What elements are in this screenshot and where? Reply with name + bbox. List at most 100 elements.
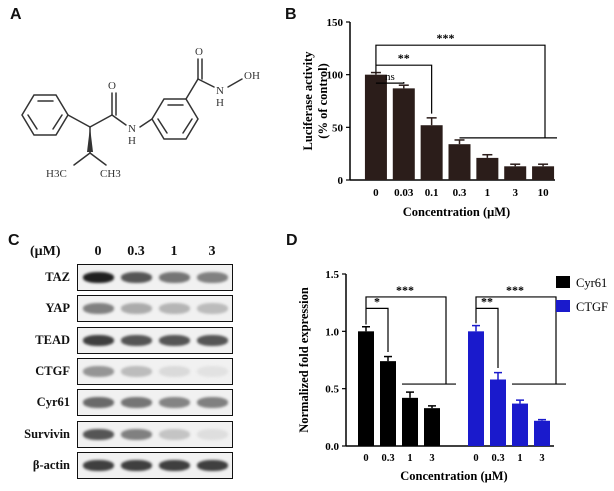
x-tick-label: 0 [473,453,478,464]
blot-band [121,397,152,409]
bar [358,331,374,446]
x-axis-label: Concentration (μM) [400,469,507,483]
chemical-structure: O N H O N H OH H3C CH3 [21,46,260,180]
blot-row-label: TAZ [45,270,70,284]
blot-concentration: 1 [170,244,178,259]
blot-band [83,303,114,315]
blot-band [121,459,152,471]
bracket [366,307,389,352]
blot-row-label: TEAD [35,332,70,347]
blot-band [159,334,190,346]
x-tick-label: 10 [538,187,550,199]
blot-row-label: YAP [45,301,70,316]
atom-oh: OH [244,70,260,82]
blot-band [159,365,190,377]
blot-band [159,428,190,440]
blot-strip [77,389,233,417]
y-tick-label: 100 [327,70,344,82]
blot-concentration: 0.3 [127,244,145,259]
x-tick-label: 0 [363,453,368,464]
blot-row-label: Cyr61 [36,395,70,410]
x-tick-label: 1 [407,453,412,464]
blot-band [83,365,114,377]
blot-band [159,272,190,283]
blot-strip [77,295,233,323]
annotation-double-star: ** [398,51,410,65]
legend-label: Cyr61 [576,276,607,290]
atom-o-left: O [108,80,116,92]
bar [402,397,418,446]
bracket [476,307,499,369]
annotation-triple-star: *** [436,31,454,45]
blot-band [121,365,152,377]
wedge-bond [87,127,93,152]
x-tick-label: 0.3 [491,453,504,464]
y-axis-label-line2: (% of control) [316,63,330,138]
blot-strip [77,451,233,479]
annotation-label: *** [396,283,414,297]
blot-concentration: 3 [208,244,216,259]
expression-bar-chart: 0.00.51.01.50 0.3 1 3 0 0.3 1 3*********Concent… [297,269,608,483]
blot-band [83,397,114,409]
x-tick-label: 0.3 [381,453,394,464]
bar [504,166,527,180]
blot-band [197,334,228,346]
bar [392,88,415,180]
blot-band [83,272,114,283]
atom-n-hydroxamic: N [216,85,224,97]
blot-strip [77,357,233,385]
bar [424,408,440,446]
y-tick-label: 50 [332,122,344,134]
legend-swatch [556,300,570,312]
legend-label: CTGF [576,300,608,314]
blot-band [197,428,228,440]
luciferase-bar-chart: 0 50 100 150 0 0.03 0.1 0.3 1 3 10 Concentration (μ… [301,17,557,219]
x-tick-label: 3 [512,187,518,199]
y-tick-label: 1.5 [325,269,339,281]
bar [534,420,550,446]
panel-letter-a: A [10,6,22,23]
blot-row-label: β-actin [32,457,70,472]
atom-o-right: O [195,46,203,58]
blot-row-label: Survivin [24,426,70,441]
x-tick-label: 3 [539,453,544,464]
x-tick-label: 1 [517,453,522,464]
blot-band [159,397,190,409]
panel-letter-c: C [8,232,20,249]
blot-row-label: CTGF [35,363,70,378]
bar [420,125,443,180]
y-tick-label: 0.0 [325,441,339,453]
annotation-label: ** [481,294,493,308]
y-tick-label: 150 [327,17,344,29]
annotation-label: * [374,294,380,308]
x-tick-label: 0.03 [394,187,414,199]
blot-band [83,334,114,346]
panel-letter-d: D [286,232,298,249]
y-axis-label: Normalized fold expression [297,287,311,433]
atom-ch3-right: CH3 [100,168,121,180]
legend-swatch [556,276,570,288]
bar [532,166,555,180]
blot-band [83,428,114,440]
y-axis-label-line1: Luciferase activity [301,51,315,151]
bar [364,74,387,180]
blot-band [159,459,190,471]
bar [448,144,471,180]
blot-strip [77,420,233,448]
atom-n-amide: N [128,123,136,135]
bar [468,331,484,446]
y-tick-label: 1.0 [325,326,339,338]
blot-band [121,303,152,315]
x-tick-label: 0 [373,187,379,199]
bracket [365,296,447,385]
annotation-ns: ns [385,71,395,83]
bar [490,379,506,446]
blot-band [121,272,152,283]
blot-band [197,397,228,409]
atom-ch3-left: H3C [46,168,67,180]
atom-h-hydroxamic: H [216,97,224,109]
x-tick-label: 0.1 [425,187,439,199]
blot-strip [77,326,233,354]
x-tick-label: 1 [485,187,491,199]
bar [476,157,499,180]
